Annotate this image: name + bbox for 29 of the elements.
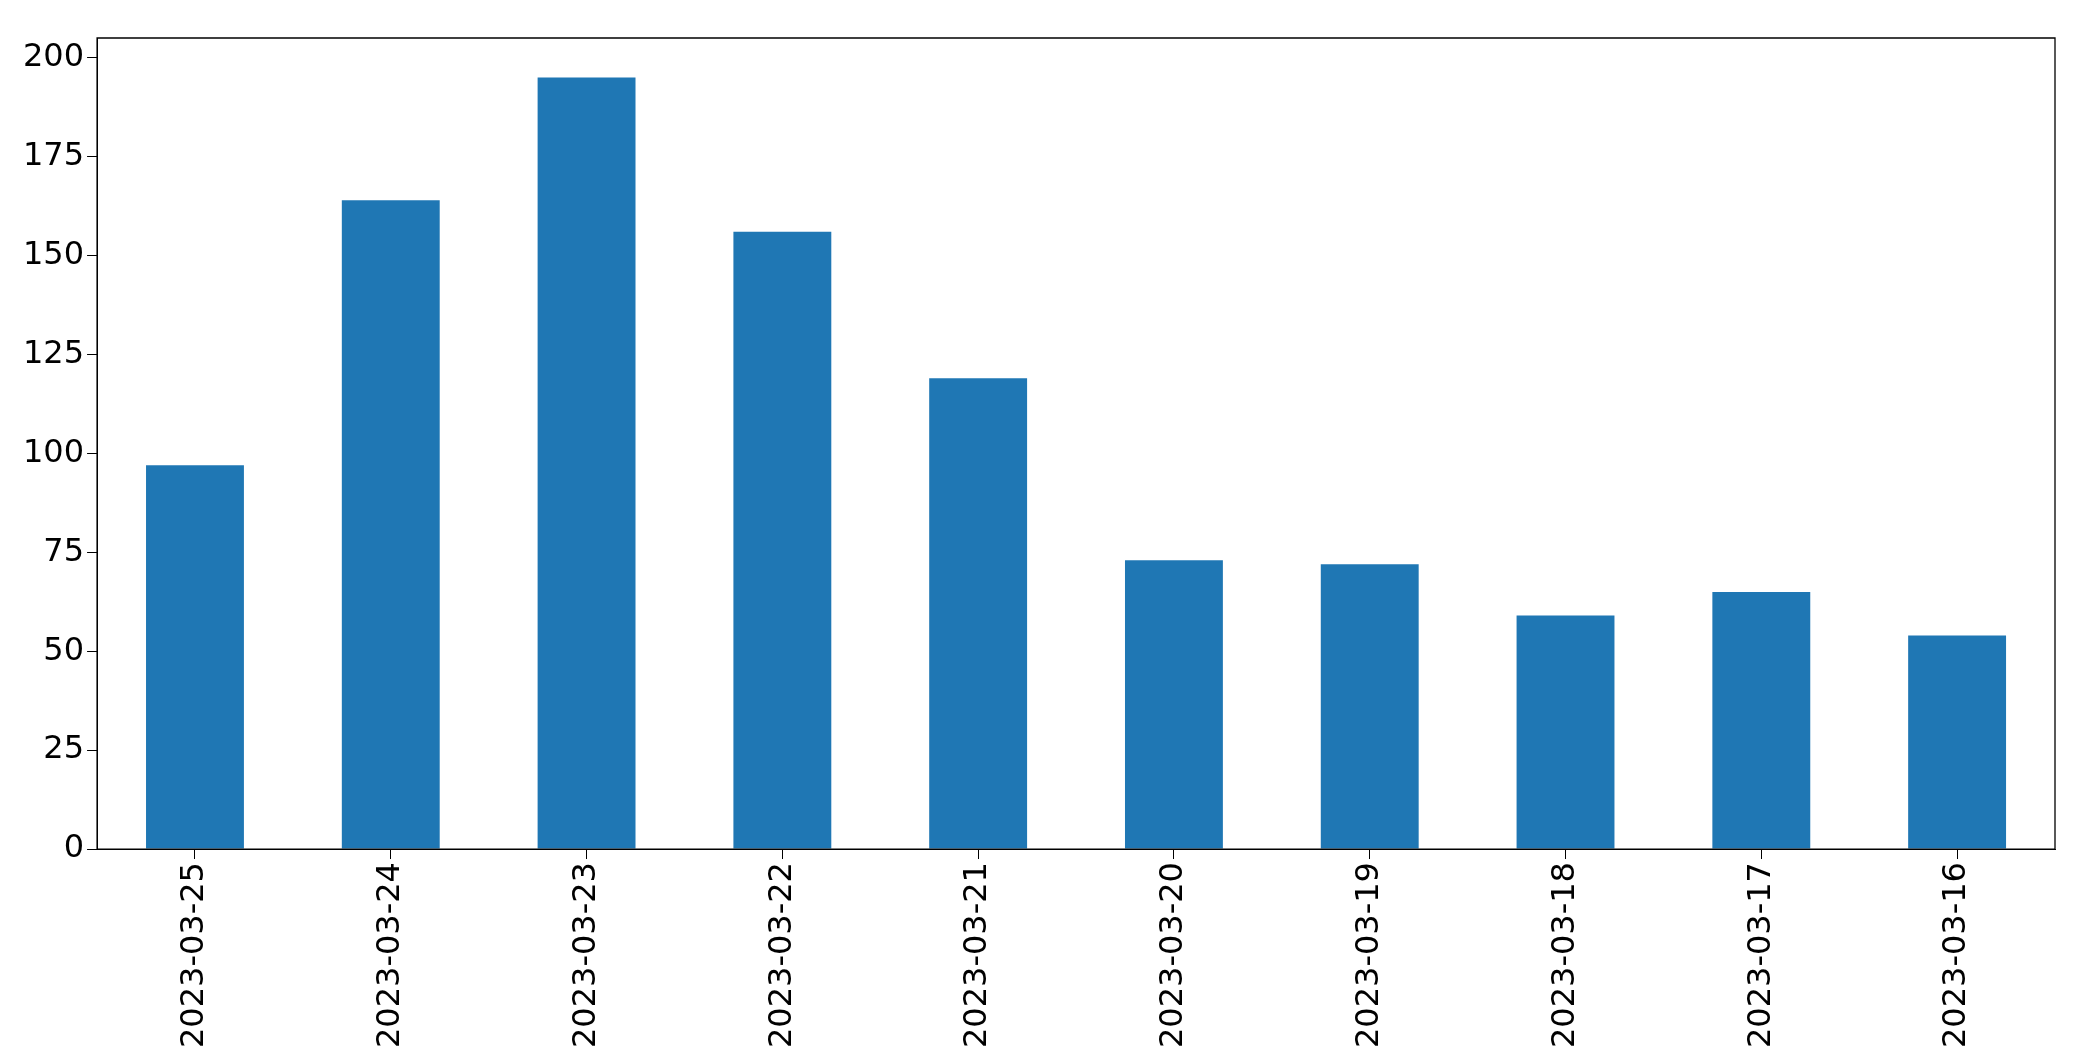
bar bbox=[1124, 560, 1223, 849]
y-tick-label: 100 bbox=[23, 431, 85, 470]
x-tick-label: 2023-03-21 bbox=[956, 862, 995, 1048]
bar bbox=[537, 77, 636, 849]
y-tick-label: 125 bbox=[23, 332, 85, 371]
x-tick-label: 2023-03-24 bbox=[369, 862, 408, 1048]
bar bbox=[146, 465, 244, 849]
x-tick-label: 2023-03-23 bbox=[564, 862, 603, 1048]
bar bbox=[1320, 564, 1419, 849]
y-tick-label: 75 bbox=[43, 530, 85, 569]
x-tick-label: 2023-03-18 bbox=[1543, 862, 1582, 1048]
bar bbox=[1516, 615, 1615, 849]
bar bbox=[1908, 635, 2007, 849]
x-tick-label: 2023-03-16 bbox=[1935, 862, 1974, 1048]
y-tick-label: 0 bbox=[63, 827, 85, 866]
x-tick-label: 2023-03-17 bbox=[1739, 862, 1778, 1048]
y-tick-label: 25 bbox=[43, 728, 85, 767]
x-tick-label: 2023-03-25 bbox=[173, 862, 212, 1048]
bar bbox=[341, 200, 440, 849]
y-tick-label: 50 bbox=[43, 629, 85, 668]
bar bbox=[929, 378, 1028, 849]
y-tick-label: 200 bbox=[23, 36, 85, 75]
y-tick-label: 175 bbox=[23, 135, 85, 173]
bar bbox=[1712, 591, 1811, 849]
x-tick-label: 2023-03-19 bbox=[1348, 862, 1387, 1048]
x-tick-label: 2023-03-20 bbox=[1152, 862, 1191, 1048]
bar bbox=[733, 231, 832, 849]
x-tick-label: 2023-03-22 bbox=[760, 862, 799, 1048]
y-tick-label: 150 bbox=[23, 233, 85, 272]
